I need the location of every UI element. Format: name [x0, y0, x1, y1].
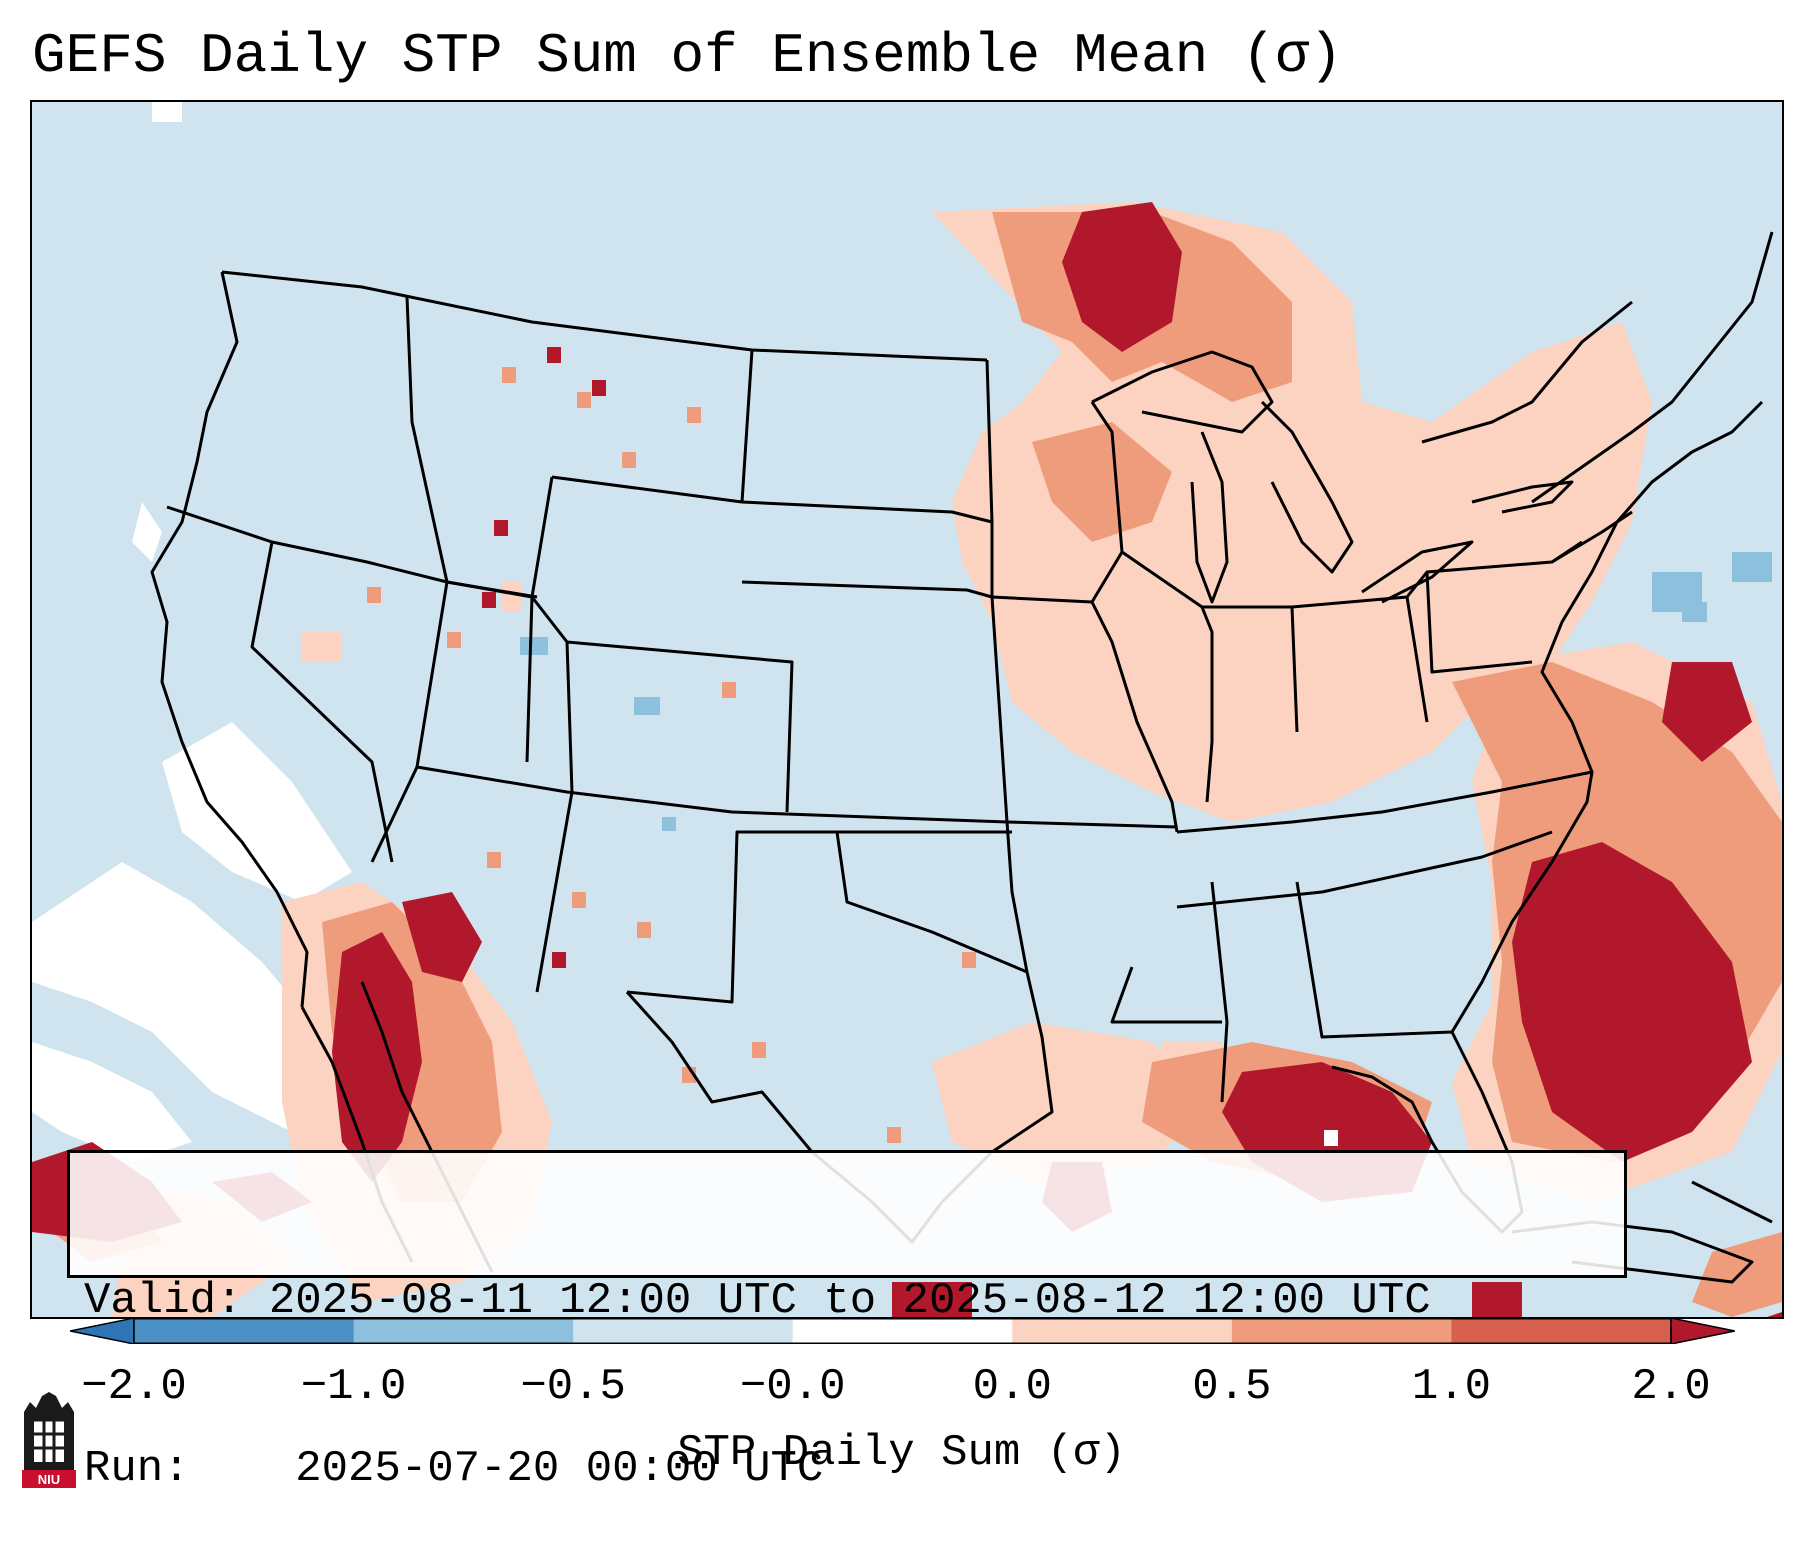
cold-negative-speckles — [520, 552, 1772, 831]
white-region-pacific — [32, 102, 352, 1162]
colorbar-extend-high — [1670, 1317, 1736, 1345]
colorbar-tick-label: −2.0 — [81, 1362, 187, 1412]
run-value: 2025-07-20 00:00 UTC — [295, 1444, 824, 1494]
colorbar-ticks: −2.0 −1.0 −0.5 −0.0 0.0 0.5 1.0 2.0 — [0, 1362, 1803, 1412]
run-label: Run: — [84, 1444, 190, 1494]
colorbar-segment — [1231, 1318, 1452, 1344]
colorbar-outline — [133, 1318, 1672, 1344]
castle-icon: NIU — [22, 1392, 76, 1488]
colorbar-tick-label: −1.0 — [300, 1362, 407, 1412]
colorbar-tick-label: 1.0 — [1411, 1362, 1492, 1412]
colorbar-segment — [1012, 1318, 1233, 1344]
colorbar-segment — [134, 1318, 355, 1344]
colorbar-svg — [69, 1317, 1736, 1345]
colorbar-tick-label: 0.5 — [1192, 1362, 1272, 1412]
validity-info-box: Valid: 2025-08-11 12:00 UTC to 2025-08-1… — [67, 1150, 1627, 1494]
niu-logo: NIU — [20, 1390, 78, 1490]
colorbar-extend-low — [69, 1317, 135, 1345]
white-speckle — [1324, 1130, 1338, 1146]
colorbar — [69, 1317, 1736, 1345]
west-speckles — [367, 367, 976, 1143]
colorbar-segment — [353, 1318, 574, 1344]
colorbar-tick-label: −0.5 — [520, 1362, 626, 1412]
colorbar-segment — [792, 1318, 1013, 1344]
chart-title: GEFS Daily STP Sum of Ensemble Mean (σ) — [32, 24, 1343, 88]
valid-label: Valid: — [84, 1276, 243, 1326]
run-row: Run: 2025-07-20 00:00 UTC — [84, 1441, 1610, 1497]
valid-row: Valid: 2025-08-11 12:00 UTC to 2025-08-1… — [84, 1273, 1610, 1329]
colorbar-tick-label: 0.0 — [972, 1362, 1052, 1412]
colorbar-label: STP Daily Sum (σ) — [677, 1428, 1126, 1478]
logo-text: NIU — [38, 1472, 60, 1487]
valid-value: 2025-08-11 12:00 UTC to 2025-08-12 12:00… — [268, 1276, 1431, 1326]
colorbar-segment — [1451, 1318, 1672, 1344]
map-panel — [30, 100, 1784, 1319]
colorbar-tick-label: −0.0 — [739, 1362, 846, 1412]
colorbar-tick-label: 2.0 — [1631, 1362, 1711, 1412]
stp-map — [32, 102, 1782, 1317]
colorbar-segment — [573, 1318, 794, 1344]
